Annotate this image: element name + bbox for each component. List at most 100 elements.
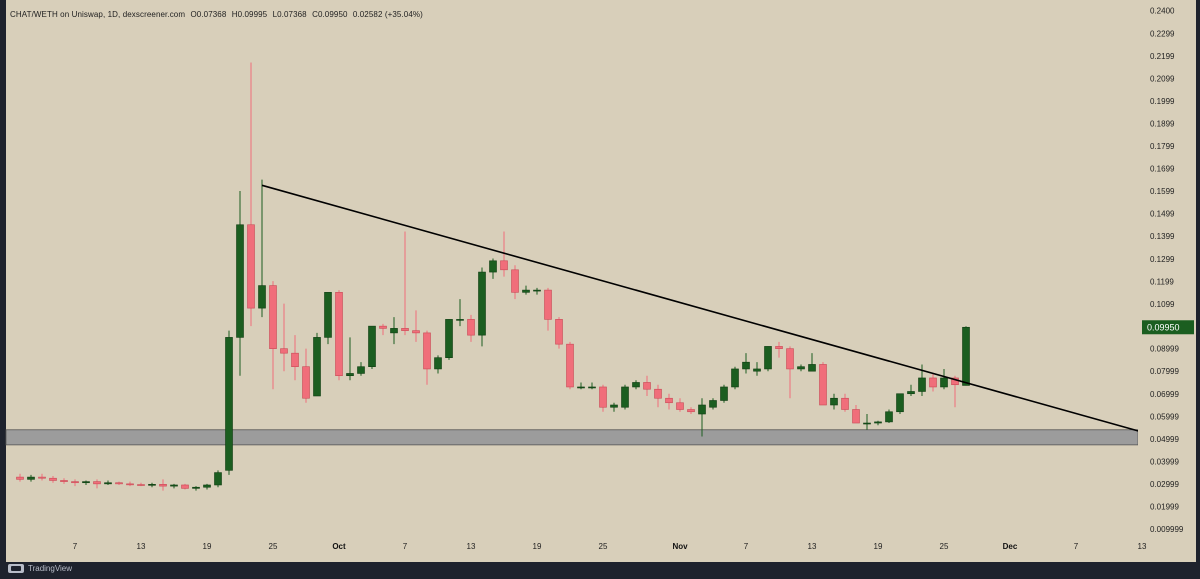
candle[interactable] <box>49 475 57 483</box>
candle[interactable] <box>599 384 607 412</box>
candle[interactable] <box>797 364 805 372</box>
candle[interactable] <box>445 319 453 360</box>
candle[interactable] <box>379 323 387 336</box>
candle[interactable] <box>346 337 354 381</box>
candle[interactable] <box>533 287 541 295</box>
candle[interactable] <box>544 287 552 331</box>
candle[interactable] <box>610 402 618 412</box>
symbol-label[interactable]: CHAT/WETH on Uniswap, 1D, dexscreener.co… <box>10 10 186 19</box>
candle[interactable] <box>742 353 750 374</box>
candle[interactable] <box>621 384 629 410</box>
candle[interactable] <box>181 483 189 490</box>
candle[interactable] <box>940 368 948 390</box>
candle[interactable] <box>852 404 860 424</box>
candle-body <box>786 348 794 370</box>
candle[interactable] <box>478 267 486 347</box>
candle[interactable] <box>137 482 145 487</box>
candle[interactable] <box>489 258 497 279</box>
candle[interactable] <box>82 480 90 485</box>
candle[interactable] <box>775 341 783 358</box>
candle[interactable] <box>555 317 563 349</box>
candle-body <box>775 346 783 349</box>
candle-body <box>698 404 706 415</box>
candle[interactable] <box>500 231 508 277</box>
candle[interactable] <box>753 362 761 376</box>
candle[interactable] <box>170 483 178 489</box>
candle[interactable] <box>335 290 343 381</box>
time-axis[interactable]: 7 13 19 25 Oct 7 13 19 25 Nov 7 13 19 25 Dec 7 13 <box>73 542 1147 551</box>
candle[interactable] <box>236 190 244 376</box>
tradingview-logo[interactable]: TradingView <box>8 564 72 573</box>
candle[interactable] <box>390 317 398 345</box>
candle[interactable] <box>511 265 519 300</box>
candle[interactable] <box>577 382 585 390</box>
candle[interactable] <box>885 409 893 424</box>
candle[interactable] <box>368 325 376 369</box>
candle[interactable] <box>115 481 123 485</box>
candle[interactable] <box>929 373 937 392</box>
support-zone[interactable] <box>5 429 1139 446</box>
candle-body <box>159 484 167 487</box>
candle-body <box>621 386 629 408</box>
candle[interactable] <box>632 380 640 390</box>
candle[interactable] <box>313 332 321 397</box>
candle[interactable] <box>247 62 255 327</box>
candle-body <box>852 409 860 424</box>
candle[interactable] <box>522 285 530 295</box>
candle[interactable] <box>104 480 112 485</box>
candle[interactable] <box>258 179 266 318</box>
candle[interactable] <box>830 393 838 410</box>
candle[interactable] <box>214 470 222 488</box>
candle[interactable] <box>159 479 167 491</box>
candle[interactable] <box>291 335 299 381</box>
candle[interactable] <box>71 479 79 487</box>
candle[interactable] <box>16 473 24 482</box>
price-axis[interactable]: 0.2400 0.2299 0.2199 0.2099 0.1999 0.1899 0.17… <box>1138 0 1196 562</box>
candle[interactable] <box>27 474 35 482</box>
candle[interactable] <box>764 346 772 372</box>
candle[interactable] <box>819 362 827 406</box>
candle[interactable] <box>357 362 365 376</box>
candle-body <box>841 397 849 410</box>
candle[interactable] <box>566 341 574 390</box>
candle[interactable] <box>192 486 200 491</box>
candle[interactable] <box>643 375 651 396</box>
candle[interactable] <box>467 314 475 342</box>
candle[interactable] <box>148 482 156 488</box>
candle[interactable] <box>665 393 673 410</box>
candle[interactable] <box>412 310 420 342</box>
candle[interactable] <box>720 384 728 403</box>
candle[interactable] <box>60 478 68 484</box>
candle[interactable] <box>38 473 46 481</box>
candle[interactable] <box>269 281 277 390</box>
candle[interactable] <box>907 384 915 396</box>
candle[interactable] <box>401 231 409 336</box>
candle[interactable] <box>126 481 134 487</box>
candle[interactable] <box>654 384 662 408</box>
candle[interactable] <box>203 483 211 490</box>
candle[interactable] <box>731 366 739 390</box>
candle[interactable] <box>962 326 970 386</box>
candle[interactable] <box>676 398 684 412</box>
candle[interactable] <box>302 348 310 403</box>
descending-trendline[interactable] <box>261 184 1143 433</box>
candle[interactable] <box>896 393 904 415</box>
candle[interactable] <box>456 299 464 327</box>
candle-body <box>16 476 24 480</box>
candle[interactable] <box>841 393 849 412</box>
candle[interactable] <box>808 353 816 372</box>
candle[interactable] <box>863 414 871 430</box>
candle[interactable] <box>709 398 717 410</box>
candle[interactable] <box>434 355 442 374</box>
candle[interactable] <box>588 382 596 390</box>
candle[interactable] <box>280 303 288 372</box>
candle[interactable] <box>874 420 882 426</box>
candle[interactable] <box>423 330 431 385</box>
candle[interactable] <box>225 330 233 475</box>
candle[interactable] <box>324 292 332 345</box>
candle[interactable] <box>93 479 101 489</box>
candle[interactable] <box>786 346 794 399</box>
candle[interactable] <box>698 398 706 437</box>
candle[interactable] <box>687 407 695 415</box>
